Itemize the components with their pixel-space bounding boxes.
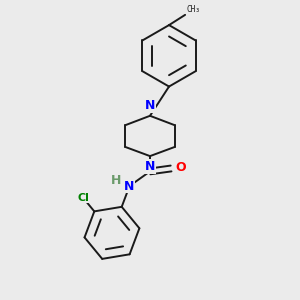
Text: N: N xyxy=(145,160,155,173)
Text: CH₃: CH₃ xyxy=(187,5,200,14)
Text: N: N xyxy=(145,99,155,112)
Text: O: O xyxy=(175,161,186,174)
Text: H: H xyxy=(111,174,122,187)
Text: Cl: Cl xyxy=(77,193,89,203)
Text: N: N xyxy=(124,179,135,193)
